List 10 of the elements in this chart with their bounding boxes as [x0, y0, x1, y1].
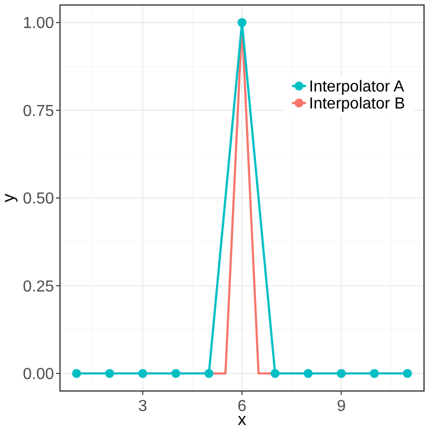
legend-label: Interpolator A	[309, 78, 404, 96]
legend-label: Interpolator B	[309, 96, 406, 113]
y-tick-label: 0.50	[22, 190, 54, 208]
y-axis-title: y	[0, 193, 18, 202]
x-tick-label: 9	[336, 398, 346, 415]
x-tick-label: 3	[138, 398, 148, 415]
y-tick-label: 0.75	[22, 102, 54, 120]
y-tick-label: 0.00	[22, 366, 54, 384]
y-tick-label: 1.00	[22, 15, 54, 32]
y-tick-label: 0.25	[22, 278, 54, 296]
